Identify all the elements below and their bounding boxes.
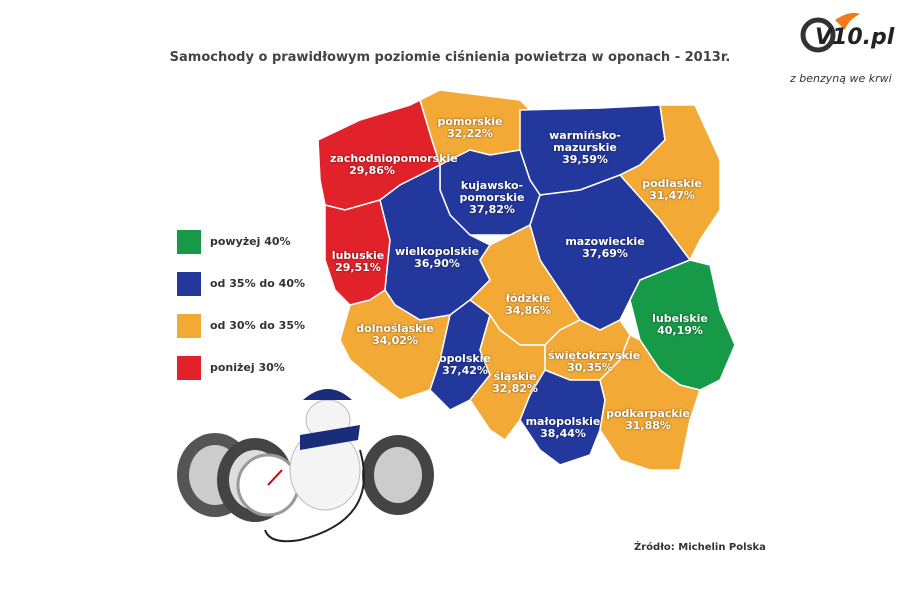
- region-label: opolskie 37,42%: [423, 353, 507, 377]
- region-value: 39,59%: [562, 153, 608, 166]
- region-name: kujawsko-pomorskie: [459, 179, 525, 204]
- legend-label: od 30% do 35%: [210, 319, 306, 332]
- region-value: 30,35%: [567, 361, 613, 374]
- legend-label: od 35% do 40%: [210, 277, 306, 290]
- legend-swatch: [177, 356, 201, 380]
- region-name: warmińsko-mazurskie: [549, 129, 621, 154]
- region-value: 32,82%: [492, 382, 538, 395]
- region-label: mazowieckie 37,69%: [563, 236, 647, 260]
- region-name: mazowieckie: [565, 235, 645, 248]
- region-name: świętokrzyskie: [548, 349, 641, 362]
- title: Samochody o prawidłowym poziomie ciśnien…: [169, 50, 731, 65]
- region-value: 31,47%: [649, 189, 695, 202]
- region-name: śląskie: [493, 370, 537, 383]
- region-value: 34,86%: [505, 304, 551, 317]
- region-name: podkarpackie: [606, 407, 690, 420]
- region-name: lubuskie: [331, 249, 385, 262]
- region-name: małopolskie: [525, 415, 601, 428]
- region-value: 36,90%: [414, 257, 460, 270]
- region-name: lubelskie: [652, 312, 708, 325]
- legend-swatch: [177, 230, 201, 254]
- region-name: łódzkie: [505, 292, 551, 305]
- region-name: wielkopolskie: [395, 245, 480, 258]
- region-label: łódzkie 34,86%: [486, 293, 570, 317]
- region-name: dolnośląskie: [356, 322, 434, 335]
- region-value: 32,22%: [447, 127, 493, 140]
- slogan: z benzyną we krwi: [790, 72, 892, 85]
- region-value: 37,69%: [582, 247, 628, 260]
- legend-label: poniżej 30%: [210, 361, 285, 374]
- region-value: 37,42%: [442, 364, 488, 377]
- region: [519, 369, 606, 466]
- region-value: 29,51%: [335, 261, 381, 274]
- logo: V10.pl: [815, 25, 895, 50]
- region-value: 37,82%: [469, 203, 515, 216]
- region-label: warmińsko-mazurskie 39,59%: [543, 130, 627, 166]
- legend-label: powyżej 40%: [210, 235, 291, 248]
- region-label: kujawsko-pomorskie 37,82%: [450, 180, 534, 216]
- legend-swatch: [177, 272, 201, 296]
- region-label: pomorskie 32,22%: [428, 116, 512, 140]
- logo-icon: [800, 12, 860, 53]
- region-value: 31,88%: [625, 419, 671, 432]
- region-value: 40,19%: [657, 324, 703, 337]
- region-label: podkarpackie 31,88%: [606, 408, 690, 432]
- region-label: śląskie 32,82%: [473, 371, 557, 395]
- regions: [317, 89, 736, 471]
- source: Źródło: Michelin Polska: [634, 542, 766, 553]
- region-value: 34,02%: [372, 334, 418, 347]
- legend-swatch: [177, 314, 201, 338]
- illustration: [177, 389, 434, 543]
- region-label: wielkopolskie 36,90%: [395, 246, 479, 270]
- region-name: podlaskie: [642, 177, 702, 190]
- region-name: zachodniopomorskie: [330, 152, 458, 165]
- region-label: małopolskie 38,44%: [521, 416, 605, 440]
- region-label: lubelskie 40,19%: [638, 313, 722, 337]
- region: [599, 333, 701, 471]
- region-label: zachodniopomorskie 29,86%: [330, 152, 458, 177]
- region-name: opolskie: [439, 352, 491, 365]
- region-label: podlaskie 31,47%: [630, 178, 714, 202]
- region-label: dolnośląskie 34,02%: [353, 323, 437, 347]
- region-label: świętokrzyskie 30,35%: [548, 349, 641, 374]
- region-name: pomorskie: [437, 115, 503, 128]
- region-label: lubuskie 29,51%: [316, 250, 400, 274]
- region-value: 29,86%: [349, 164, 395, 177]
- region-value: 38,44%: [540, 427, 586, 440]
